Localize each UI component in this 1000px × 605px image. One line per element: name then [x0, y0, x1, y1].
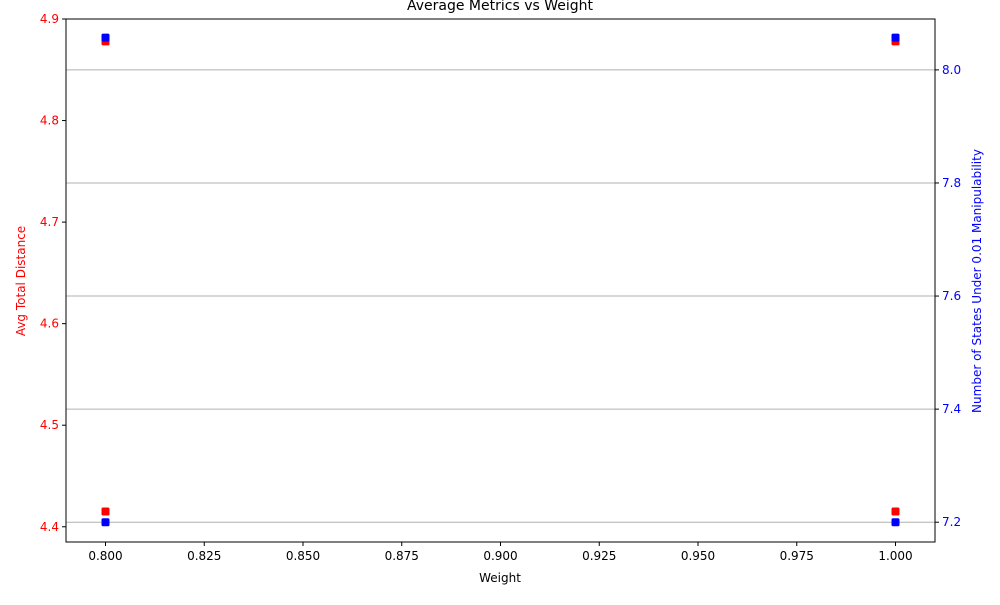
- right-y-tick-label: 7.4: [942, 402, 961, 416]
- right-series-point: [891, 33, 900, 42]
- x-axis: 0.800 0.825 0.850 0.875 0.900 0.925 0.950 0.975…: [88, 542, 913, 563]
- x-axis-title: Weight: [479, 571, 521, 585]
- x-tick-label: 0.825: [187, 549, 221, 563]
- x-tick-label: 0.900: [483, 549, 517, 563]
- x-tick-label: 0.950: [681, 549, 715, 563]
- x-tick-label: 0.850: [286, 549, 320, 563]
- left-y-tick-label: 4.6: [40, 317, 59, 331]
- points-layer: [101, 33, 900, 527]
- grid-layer: [66, 69, 935, 523]
- left-y-axis: 4.4 4.5 4.6 4.7 4.8 4.9: [40, 12, 66, 534]
- right-y-tick-label: 7.8: [942, 176, 961, 190]
- left-y-tick-label: 4.7: [40, 215, 59, 229]
- right-series-point: [101, 33, 110, 42]
- x-tick-label: 0.800: [88, 549, 122, 563]
- right-y-tick-label: 8.0: [942, 63, 961, 77]
- x-tick-label: 0.975: [780, 549, 814, 563]
- x-tick-label: 0.925: [582, 549, 616, 563]
- left-y-tick-label: 4.4: [40, 520, 59, 534]
- left-series-point: [891, 507, 900, 516]
- right-y-axis-title: Number of States Under 0.01 Manipulabili…: [970, 149, 984, 413]
- right-y-tick-label: 7.2: [942, 515, 961, 529]
- left-y-tick-label: 4.5: [40, 418, 59, 432]
- plot-frame: [65, 18, 936, 543]
- right-y-tick-label: 7.6: [942, 289, 961, 303]
- left-y-tick-label: 4.9: [40, 12, 59, 26]
- chart-title: Average Metrics vs Weight: [407, 0, 594, 14]
- right-y-axis: 7.2 7.4 7.6 7.8 8.0: [935, 63, 961, 529]
- right-series-point: [891, 518, 900, 527]
- left-series-point: [101, 507, 110, 516]
- x-tick-label: 1.000: [878, 549, 912, 563]
- x-tick-label: 0.875: [385, 549, 419, 563]
- right-series-point: [101, 518, 110, 527]
- left-y-tick-label: 4.8: [40, 114, 59, 128]
- left-y-axis-title: Avg Total Distance: [14, 226, 28, 336]
